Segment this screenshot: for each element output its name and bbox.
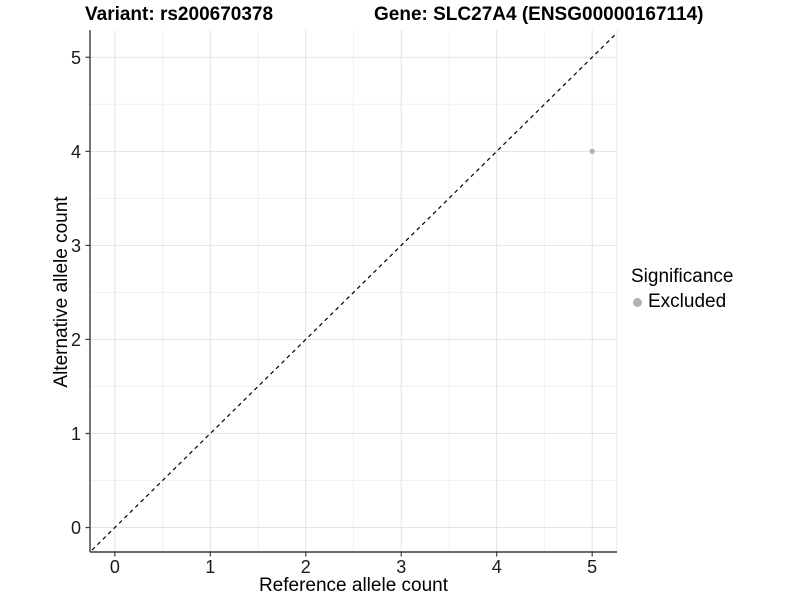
identity-reference-line bbox=[90, 31, 617, 552]
tick-label: 4 bbox=[492, 557, 502, 577]
legend-point-icon bbox=[633, 297, 642, 307]
data-point bbox=[589, 148, 595, 154]
tick-label: 2 bbox=[301, 557, 311, 577]
tick-label: 3 bbox=[396, 557, 406, 577]
x-axis-label: Reference allele count bbox=[258, 575, 449, 596]
legend-title: Significance bbox=[631, 266, 734, 287]
y-axis-label: Alternative allele count bbox=[51, 196, 72, 388]
legend-item-label: Excluded bbox=[648, 291, 727, 312]
tick-label: 1 bbox=[71, 424, 81, 444]
plot-title-variant: Variant: rs200670378 bbox=[85, 4, 274, 25]
tick-label: 5 bbox=[71, 48, 81, 68]
tick-label: 4 bbox=[71, 142, 81, 162]
tick-label: 0 bbox=[110, 557, 120, 577]
tick-label: 1 bbox=[205, 557, 215, 577]
legend-item-excluded: Excluded bbox=[631, 291, 733, 313]
tick-label: 3 bbox=[71, 236, 81, 256]
tick-label: 5 bbox=[587, 557, 597, 577]
legend: Significance Excluded bbox=[631, 266, 733, 313]
tick-label: 0 bbox=[71, 518, 81, 538]
plot-title-gene: Gene: SLC27A4 (ENSG00000167114) bbox=[374, 4, 704, 25]
tick-label: 2 bbox=[71, 330, 81, 350]
